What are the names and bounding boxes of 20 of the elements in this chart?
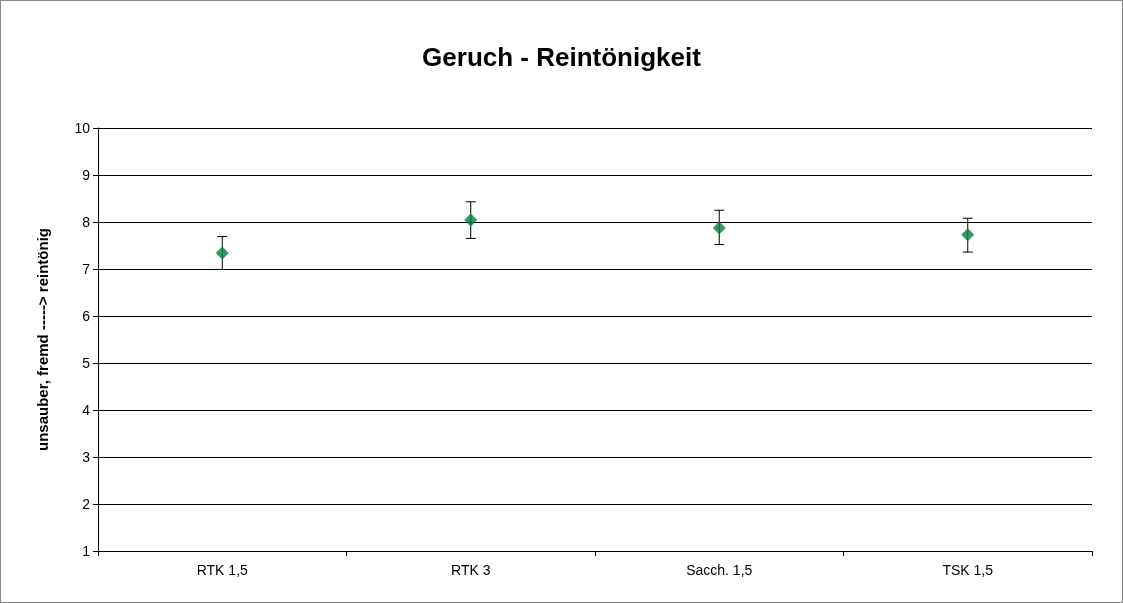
x-tick-label: RTK 3 — [451, 562, 491, 578]
y-tick-label: 9 — [82, 167, 91, 183]
y-axis-title: unsauber, fremd -----> reintönig — [34, 228, 51, 451]
y-tick-label: 1 — [82, 543, 91, 559]
y-tick-label: 8 — [82, 214, 91, 230]
y-tick-label: 4 — [82, 402, 91, 418]
x-tick-label: Sacch. 1,5 — [686, 562, 753, 578]
point — [464, 213, 478, 227]
y-tick-label: 7 — [82, 261, 91, 277]
y-tick-label: 10 — [74, 120, 91, 136]
x-tick-label: RTK 1,5 — [196, 562, 249, 578]
x-tick-label: TSK 1,5 — [942, 562, 994, 578]
chart-title: Geruch - Reintönigkeit — [422, 42, 702, 72]
point — [712, 221, 726, 235]
y-tick-label: 5 — [82, 355, 91, 371]
y-tick-label: 2 — [82, 496, 91, 512]
point — [961, 228, 975, 242]
y-tick-label: 3 — [82, 449, 91, 465]
y-tick-label: 6 — [82, 308, 91, 324]
point — [215, 246, 229, 260]
